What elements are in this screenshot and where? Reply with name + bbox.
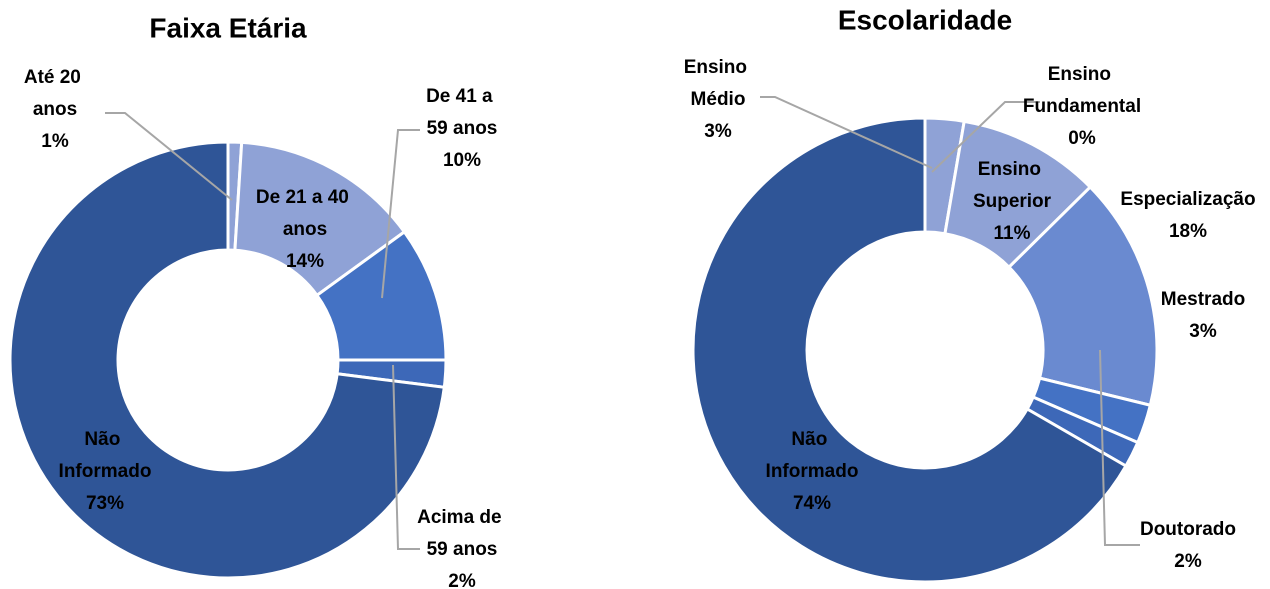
slice-label: Mestrado xyxy=(1161,289,1245,310)
leader-line xyxy=(105,112,233,201)
chart-title: Faixa Etária xyxy=(149,12,307,43)
slice-label: Ensino Superior xyxy=(973,159,1052,212)
slice-label: Especialização xyxy=(1120,189,1255,210)
leader-line xyxy=(760,96,933,169)
slice-value-label: 73% xyxy=(86,493,124,514)
slice-value-label: 3% xyxy=(704,121,732,142)
slice-label: Ensino Médio xyxy=(684,57,753,110)
slice-label: Não Informado xyxy=(59,429,152,482)
slice-label: Ensino Fundamental xyxy=(1023,64,1141,117)
leader-line xyxy=(931,101,1040,173)
slice-value-label: 10% xyxy=(443,150,481,171)
slice-value-label: 11% xyxy=(994,223,1031,244)
leader-line xyxy=(392,364,420,550)
leader-line xyxy=(1099,349,1140,546)
slice-value-label: 2% xyxy=(1174,551,1202,572)
chart-title: Escolaridade xyxy=(838,4,1012,35)
donut-slice xyxy=(1006,184,1159,408)
donut-slice xyxy=(8,140,446,580)
slice-value-label: 0% xyxy=(1068,128,1096,149)
slice-label: Doutorado xyxy=(1140,519,1236,540)
slice-value-label: 3% xyxy=(1189,321,1217,342)
slice-value-label: 1% xyxy=(41,131,69,152)
slice-label: De 41 a 59 anos xyxy=(426,86,498,139)
slice-value-label: 2% xyxy=(448,571,476,589)
slice-label: Não Informado xyxy=(766,429,859,482)
slice-label: De 21 a 40 anos xyxy=(256,187,354,240)
slice-value-label: 74% xyxy=(793,493,831,514)
slice-value-label: 14% xyxy=(286,251,324,272)
leader-line xyxy=(381,129,420,299)
slice-label: Acima de 59 anos xyxy=(417,507,507,560)
donut-slice xyxy=(691,116,1128,584)
slice-value-label: 18% xyxy=(1169,221,1207,242)
slice-label: Até 20 anos xyxy=(24,67,86,120)
